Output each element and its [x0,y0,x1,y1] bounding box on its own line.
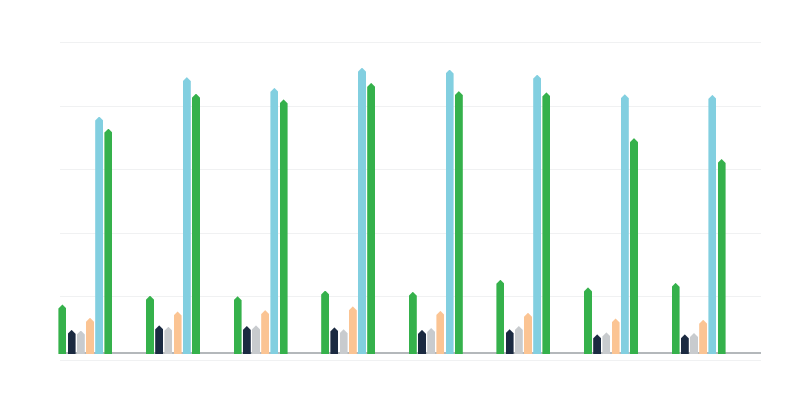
bar-peach[interactable] [611,318,620,354]
bar-navy[interactable] [242,326,251,354]
bar-green-small[interactable] [671,282,680,354]
bar-sky-blue[interactable] [708,94,717,354]
bar-gray[interactable] [76,330,85,354]
bar-peach[interactable] [699,319,708,354]
bar-sky-blue[interactable] [358,67,366,354]
bar-green-tall[interactable] [542,92,551,354]
bar-sky-blue[interactable] [445,69,454,354]
bar-green-small[interactable] [408,291,417,354]
bar-green-tall[interactable] [104,128,113,354]
gridline [60,169,761,171]
bar-gray[interactable] [164,326,173,354]
bar-peach[interactable] [348,306,357,354]
bar-navy[interactable] [593,334,602,354]
bar-green-tall[interactable] [454,91,463,354]
bar-sky-blue[interactable] [620,94,629,354]
bar-navy[interactable] [155,325,164,354]
bar-sky-blue[interactable] [95,116,104,354]
bar-green-tall[interactable] [279,99,288,354]
bar-green-small[interactable] [584,287,592,354]
bar-gray[interactable] [427,327,436,354]
bar-gray[interactable] [514,326,523,354]
gridline [60,42,761,43]
bar-peach[interactable] [436,310,445,354]
bar-peach[interactable] [173,311,182,354]
bar-navy[interactable] [505,329,514,354]
bar-peach[interactable] [86,317,94,354]
bar-green-tall[interactable] [630,138,638,354]
bar-navy[interactable] [680,334,689,354]
bar-green-tall[interactable] [192,93,200,354]
bar-gray[interactable] [339,329,348,354]
bar-green-small[interactable] [233,296,242,354]
bar-sky-blue[interactable] [533,74,542,354]
bar-peach[interactable] [524,312,532,354]
bar-gray[interactable] [602,332,611,354]
bar-green-small[interactable] [58,304,67,354]
bar-sky-blue[interactable] [270,87,279,354]
bar-navy[interactable] [67,329,76,354]
bar-green-small[interactable] [496,279,505,354]
gridline [60,105,761,107]
bar-green-tall[interactable] [717,159,726,354]
bar-green-tall[interactable] [367,82,376,354]
bar-gray[interactable] [252,325,260,354]
bar-navy[interactable] [330,327,339,354]
bar-navy[interactable] [418,329,426,354]
bar-gray[interactable] [690,333,698,354]
bar-sky-blue[interactable] [182,77,191,354]
gridline [60,232,761,234]
bar-peach[interactable] [261,310,270,354]
bar-green-small[interactable] [146,295,154,354]
bar-green-small[interactable] [321,290,330,354]
gridline [60,360,761,361]
